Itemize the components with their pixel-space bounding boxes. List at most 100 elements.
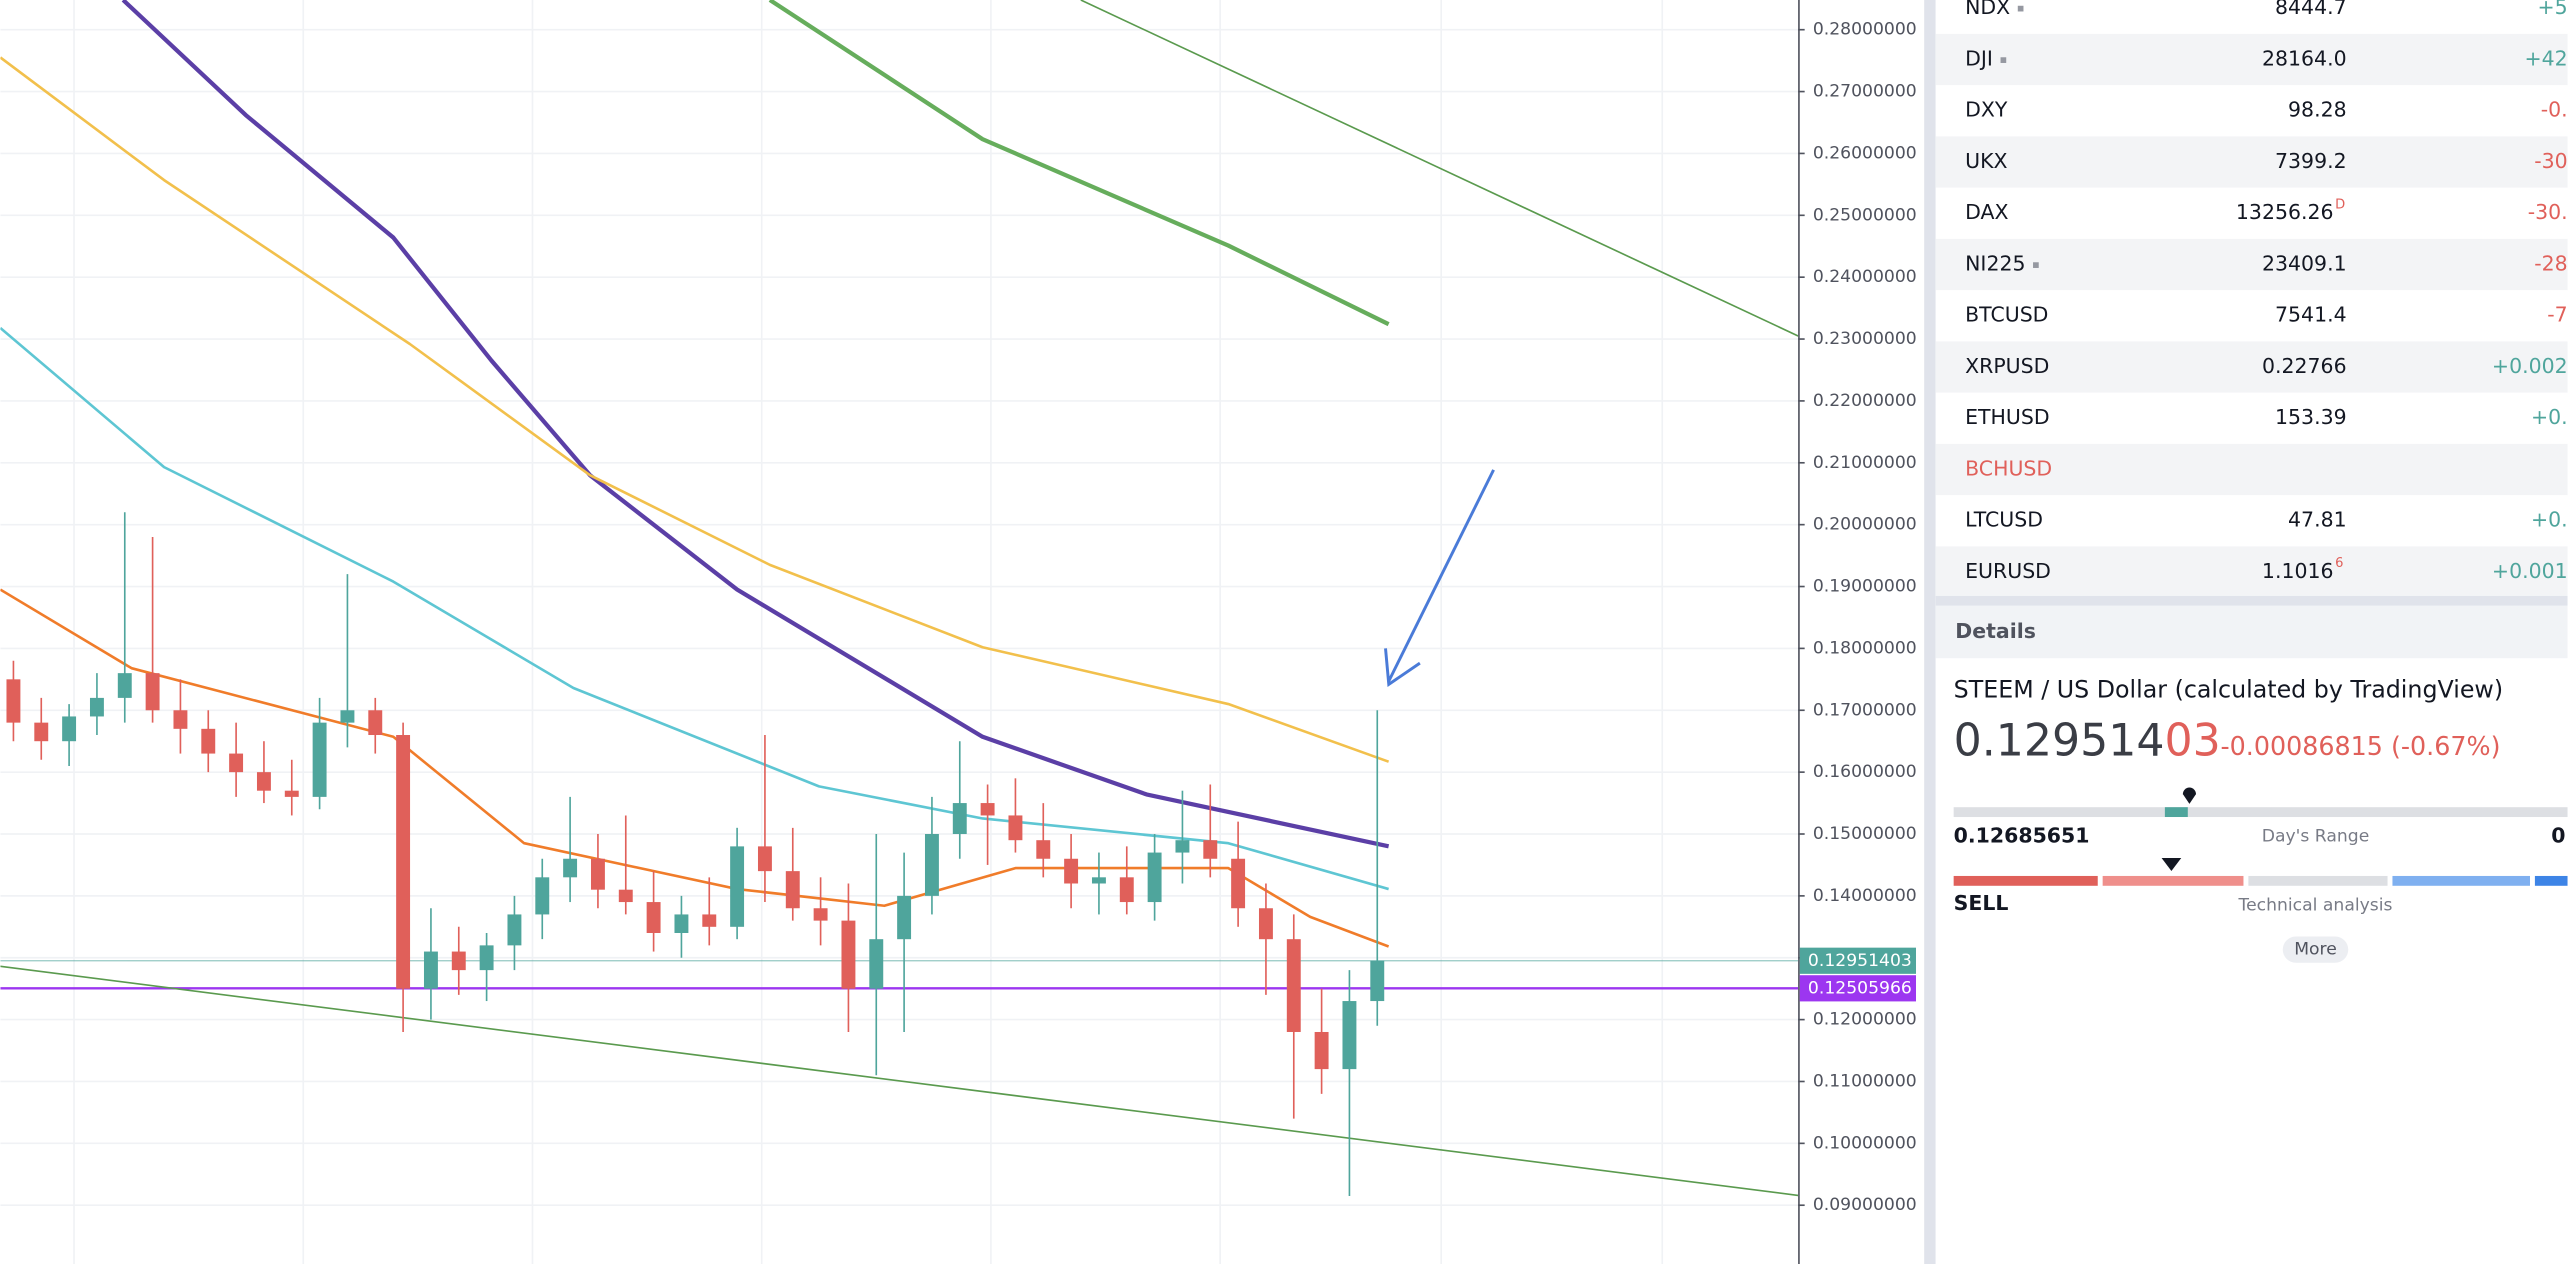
more-button[interactable] xyxy=(2282,936,2349,963)
y-tick-label: 0.10000000 xyxy=(1813,1133,1917,1153)
y-tick-label: 0.25000000 xyxy=(1813,205,1917,225)
symbol: NI225 xyxy=(1965,251,2025,275)
y-tick-label: 0.14000000 xyxy=(1813,886,1917,906)
candle-body xyxy=(34,722,49,742)
price-label-bg xyxy=(1799,975,1916,1002)
more-label[interactable]: More xyxy=(2294,940,2337,960)
candle-body xyxy=(89,697,104,717)
candle-body xyxy=(1008,815,1023,841)
candle-body xyxy=(785,871,800,909)
side-panel: NDX ▪ 8444.7 +5 DJI ▪ 28164.0 +42 DXY 98.28 -0. UKX… xyxy=(1935,0,2568,1264)
last-price: 47.81 xyxy=(2288,508,2347,532)
candle-body xyxy=(145,673,160,711)
candle-body xyxy=(897,895,912,940)
rating-seg xyxy=(2392,875,2530,886)
rating-seg xyxy=(2102,875,2244,886)
panel-divider xyxy=(1935,595,2568,606)
candle-body xyxy=(507,914,522,946)
range-pin xyxy=(2182,787,2196,804)
candle-body xyxy=(1370,960,1385,1002)
last-price: 13256.26 xyxy=(2236,200,2334,224)
indicator-line xyxy=(0,965,1799,1197)
price-label: 0.12951403 xyxy=(1808,951,1912,971)
range-fill xyxy=(2164,807,2188,818)
symbol: NDX xyxy=(1965,0,2010,19)
range-high: 0 xyxy=(2551,824,2565,848)
rating-pointer xyxy=(2161,857,2182,872)
candle-body xyxy=(1175,840,1190,853)
symbol-title: STEEM / US Dollar (calculated by Trading… xyxy=(1954,675,2503,703)
y-tick-label: 0.18000000 xyxy=(1813,638,1917,658)
symbol: DXY xyxy=(1965,98,2008,122)
candle-body xyxy=(674,914,689,933)
row-bg xyxy=(1935,33,2568,86)
candle-body xyxy=(229,753,244,773)
indicator-line xyxy=(0,56,1390,763)
price-label-bg xyxy=(1799,947,1916,974)
candle-body xyxy=(646,902,661,933)
y-tick-label: 0.24000000 xyxy=(1813,267,1917,287)
candle-body xyxy=(1091,877,1106,884)
candle-body xyxy=(757,846,772,872)
change: -30. xyxy=(2528,200,2568,224)
arrow-drawing xyxy=(1384,469,1495,688)
change: +0.002 xyxy=(2492,354,2568,378)
last-price: 23409.1 xyxy=(2262,251,2347,275)
y-tick-label: 0.09000000 xyxy=(1813,1195,1917,1215)
row-bg xyxy=(1935,341,2568,393)
candle-body xyxy=(479,945,494,971)
change: +0. xyxy=(2531,405,2568,429)
y-tick-label: 0.12000000 xyxy=(1813,1010,1917,1030)
symbol: ETHUSD xyxy=(1965,405,2050,429)
candle-body xyxy=(6,679,21,723)
range-label: Day's Range xyxy=(2262,827,2370,847)
candle-body xyxy=(618,889,633,903)
candle-body xyxy=(952,803,967,835)
range-bar xyxy=(1953,807,2568,818)
symbol: UKX xyxy=(1965,149,2007,173)
candle-body xyxy=(312,722,327,797)
symbol: XRPUSD xyxy=(1965,354,2049,378)
indicator-line xyxy=(0,588,1390,948)
candle-body xyxy=(1064,858,1079,884)
candle-body xyxy=(1258,908,1273,940)
candle-body xyxy=(535,877,550,915)
last-price: 98.28 xyxy=(2288,98,2347,122)
candle-body xyxy=(980,803,995,816)
candle-body xyxy=(1036,840,1051,859)
candle-body xyxy=(869,939,884,989)
arrow-shaft xyxy=(1387,469,1495,682)
candle-body xyxy=(451,951,466,971)
last-price: 1.1016 xyxy=(2262,559,2334,583)
change: -0. xyxy=(2541,98,2568,122)
candle-body xyxy=(1119,877,1134,903)
last-price: 7541.4 xyxy=(2275,303,2347,327)
y-tick-label: 0.21000000 xyxy=(1813,453,1917,473)
watchlist: NDX ▪ 8444.7 +5 DJI ▪ 28164.0 +42 DXY 98.28 -0. UKX… xyxy=(1935,0,2568,598)
last-price: 0.22766 xyxy=(2262,354,2347,378)
candle-body xyxy=(62,716,77,742)
last-price: 8444.7 xyxy=(2275,0,2347,19)
last-price: 153.39 xyxy=(2275,405,2347,429)
candle-body xyxy=(924,834,939,896)
candle-body xyxy=(841,920,856,989)
plot xyxy=(0,0,1799,1207)
change: -28 xyxy=(2534,251,2567,275)
candle-body xyxy=(340,710,355,723)
price-tail: 03 xyxy=(2165,715,2221,766)
candle-body xyxy=(813,908,828,921)
y-tick-label: 0.19000000 xyxy=(1813,577,1917,597)
last-price-sup: D xyxy=(2335,197,2345,212)
candle-body xyxy=(1231,858,1246,909)
candle-body xyxy=(368,710,383,736)
indicator-line xyxy=(768,0,1390,327)
symbol-flag: ▪ xyxy=(1999,52,2007,66)
candle-body xyxy=(284,790,299,797)
y-tick-label: 0.23000000 xyxy=(1813,329,1917,349)
row-bg xyxy=(1935,136,2568,188)
y-tick-label: 0.16000000 xyxy=(1813,762,1917,782)
y-tick-label: 0.27000000 xyxy=(1813,82,1917,102)
change: +0.001 xyxy=(2492,559,2568,583)
candle-body xyxy=(1203,840,1218,859)
